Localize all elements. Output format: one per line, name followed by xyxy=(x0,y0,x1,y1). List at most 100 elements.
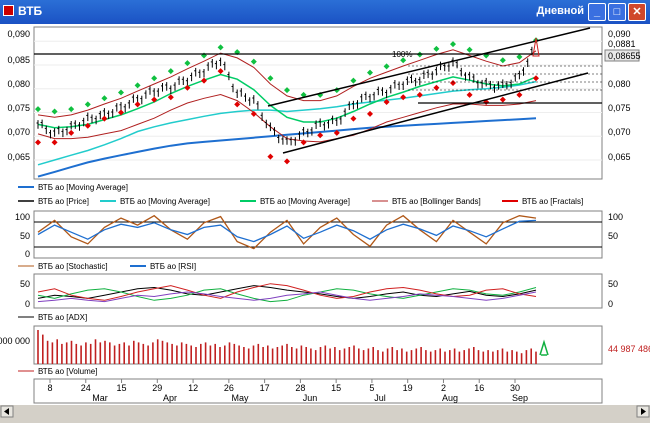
fractal-down-marker xyxy=(533,75,539,82)
legend-label: ВТБ ао [Fractals] xyxy=(522,197,583,206)
y-tick-label-right: 0,075 xyxy=(608,103,631,113)
fractal-up-marker xyxy=(35,106,41,113)
y-tick-label: 0,070 xyxy=(7,127,30,137)
x-day-label: 8 xyxy=(47,383,52,393)
fractal-down-marker xyxy=(400,94,407,101)
x-month-label: Jun xyxy=(303,393,318,403)
fractal-up-marker xyxy=(400,57,407,64)
adx-series xyxy=(37,283,537,303)
osc-y-tick: 100 xyxy=(15,212,30,222)
x-month-label: Apr xyxy=(163,393,177,403)
fractal-up-marker xyxy=(118,89,124,96)
fractal-up-marker xyxy=(51,108,58,115)
fractal-down-marker xyxy=(499,96,506,103)
x-day-label: 19 xyxy=(403,383,413,393)
y-tick-label-right: 0,070 xyxy=(608,127,631,137)
x-day-label: 24 xyxy=(81,383,91,393)
x-axis: 8 24 15 29 12 26 17 28 15 5 19 2 16 30 Mar Apr May Jun Jul… xyxy=(47,379,528,403)
fractal-down-marker xyxy=(333,129,340,136)
x-day-label: 26 xyxy=(224,383,234,393)
main-series xyxy=(37,49,537,178)
x-day-label: 30 xyxy=(510,383,520,393)
x-axis-panel xyxy=(33,378,603,404)
fractal-up-marker xyxy=(250,58,257,65)
adx-panel xyxy=(33,273,603,309)
close-button[interactable]: ✕ xyxy=(628,3,646,21)
fractal-down-marker xyxy=(350,115,357,122)
adx-line xyxy=(37,287,537,303)
fractal-down-marker xyxy=(51,139,58,146)
adx-y-tick: 0 xyxy=(25,299,30,309)
fractal-down-marker xyxy=(250,110,257,117)
y-tick-label-right: 0,065 xyxy=(608,152,631,162)
x-month-label: Aug xyxy=(442,393,458,403)
volume-y-tick: 000 000 xyxy=(0,336,30,346)
fractal-up-marker xyxy=(367,69,373,76)
volume-up-arrow-icon xyxy=(539,339,549,356)
channel-lower-line[interactable] xyxy=(282,72,589,154)
fractal-up-marker xyxy=(134,82,141,89)
adx-y-tick-right: 0 xyxy=(608,299,613,309)
fractal-down-marker xyxy=(267,153,274,160)
legend-label: ВТБ ао [ADX] xyxy=(38,313,87,322)
y-tick-label-right: 0,080 xyxy=(608,79,631,89)
x-month-label: Mar xyxy=(92,393,108,403)
fractal-up-marker xyxy=(68,106,75,113)
x-month-label: Jul xyxy=(374,393,386,403)
fractal-up-marker xyxy=(184,60,191,67)
osc-y-tick-right: 100 xyxy=(608,212,623,222)
stochastic-panel xyxy=(33,210,603,259)
arrow-left-icon xyxy=(4,408,9,415)
title-bar[interactable]: ВТБ Дневной _ □ ✕ xyxy=(0,0,650,24)
y-tick-label: 0,085 xyxy=(7,55,30,65)
legend-label: ВТБ ао [Stochastic] xyxy=(38,262,108,271)
y-tick-label: 0,075 xyxy=(7,103,30,113)
fractal-down-marker xyxy=(118,109,124,116)
x-day-label: 28 xyxy=(295,383,305,393)
fractal-down-marker xyxy=(416,91,423,98)
fractal-up-marker xyxy=(499,57,506,64)
fractal-down-marker xyxy=(367,110,373,117)
fractal-up-marker xyxy=(267,75,274,82)
legend-label: ВТБ ао [Moving Average] xyxy=(120,197,210,206)
horizontal-scrollbar[interactable] xyxy=(0,405,650,418)
fractal-up-marker xyxy=(284,87,290,94)
x-day-label: 15 xyxy=(117,383,127,393)
fractal-down-marker xyxy=(433,84,440,91)
maximize-button[interactable]: □ xyxy=(608,3,626,21)
x-day-label: 15 xyxy=(331,383,341,393)
y-tick-label-right: 0,090 xyxy=(608,29,631,39)
fractal-up-marker xyxy=(84,101,91,108)
fractal-down-marker xyxy=(84,122,91,129)
arrow-right-icon xyxy=(641,408,646,415)
x-day-label: 17 xyxy=(260,383,270,393)
fractal-up-marker xyxy=(167,68,174,75)
fractal-down-marker xyxy=(184,84,191,91)
fractal-down-marker xyxy=(317,132,324,139)
y-tick-label: 0,080 xyxy=(7,79,30,89)
price-bars xyxy=(36,46,533,146)
legend-label: ВТБ ао [Bollinger Bands] xyxy=(392,197,481,206)
x-day-label: 12 xyxy=(188,383,198,393)
high-price-label: 0,0881 xyxy=(608,39,636,49)
fractal-down-marker xyxy=(383,99,390,106)
oscillator-line xyxy=(37,214,537,250)
legend-label: ВТБ ао [RSI] xyxy=(150,262,196,271)
legend-label: ВТБ ао [Volume] xyxy=(38,367,97,376)
legend-label: ВТБ ао [Price] xyxy=(38,197,89,206)
fractal-down-marker xyxy=(516,91,523,98)
volume-last-label: 44 987 486 xyxy=(608,344,650,354)
fractal-up-marker xyxy=(350,77,357,84)
minimize-button[interactable]: _ xyxy=(588,3,606,21)
fractal-up-marker xyxy=(217,44,224,51)
x-day-label: 29 xyxy=(152,383,162,393)
chart-area: 0,090 0,085 0,080 0,075 0,070 0,065 0,09… xyxy=(0,24,650,418)
adx-y-tick: 50 xyxy=(20,279,30,289)
fractal-down-marker xyxy=(101,115,108,122)
fib-100-label: 100% xyxy=(392,50,412,59)
last-tick-marker xyxy=(532,37,540,57)
adx-line xyxy=(37,291,537,303)
main-legend: ВТБ ао [Moving Average] ВТБ ао [Price] В… xyxy=(18,183,583,206)
fractal-down-marker xyxy=(151,96,158,103)
